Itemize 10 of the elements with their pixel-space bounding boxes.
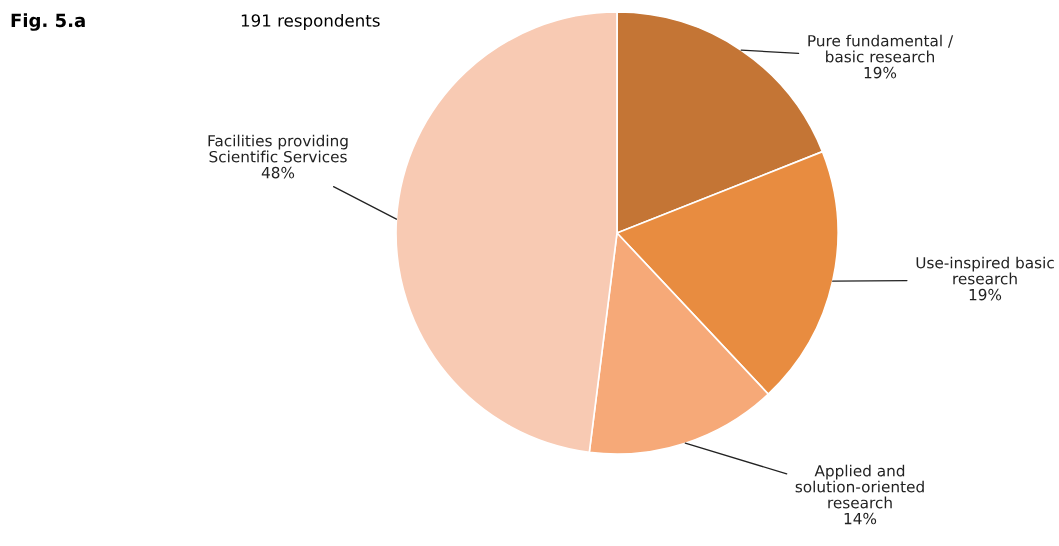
chart-subtitle: 191 respondents	[241, 13, 380, 31]
data-label: 14%	[844, 512, 877, 525]
slice-label: Applied and solution-oriented research	[795, 464, 924, 509]
data-label: 48%	[261, 166, 295, 179]
data-label: 19%	[864, 66, 897, 79]
text: Fig. 5.a	[11, 13, 85, 31]
slice-label: Use-inspired basic research	[916, 256, 1054, 285]
slice-label: Pure fundamental / basic research	[808, 34, 954, 63]
slice-label: Facilities providing Scientific Services	[208, 134, 348, 163]
data-label: 19%	[969, 288, 1002, 301]
